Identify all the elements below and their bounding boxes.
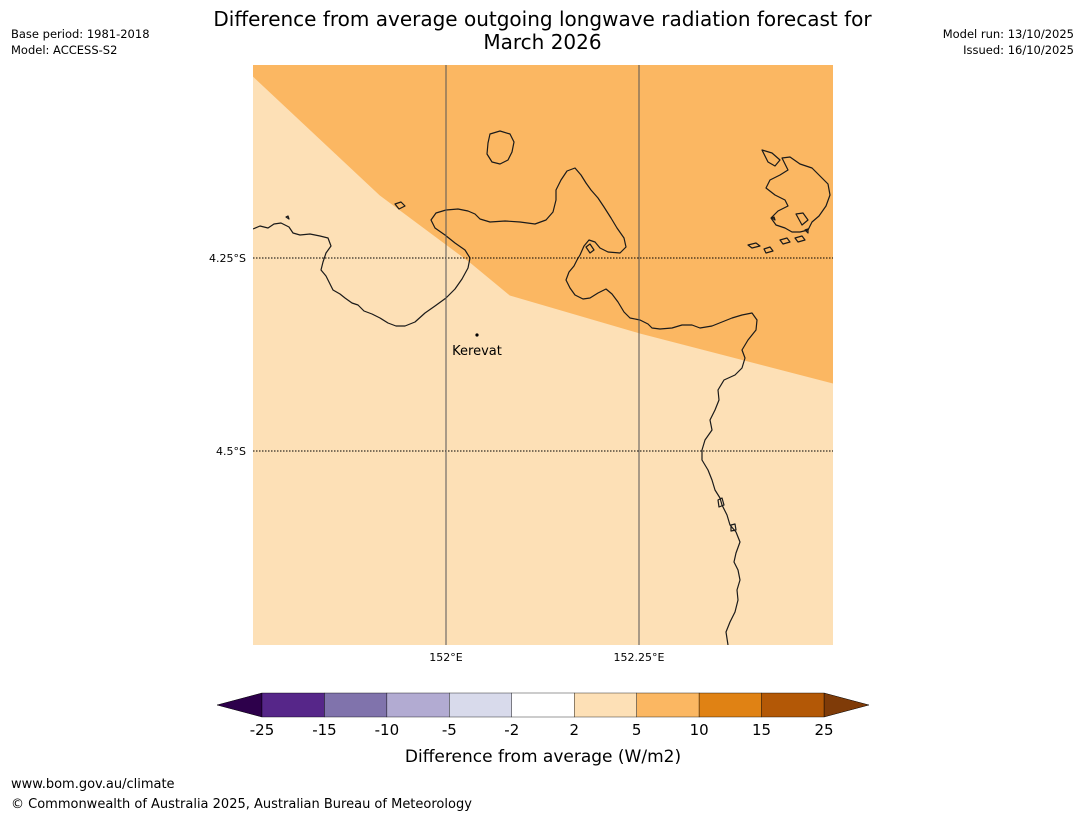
colorbar-swatch xyxy=(511,692,575,718)
colorbar-swatch xyxy=(261,692,325,718)
islet-east-shore-1 xyxy=(717,497,725,508)
colorbar-swatch xyxy=(698,692,762,718)
map-figure: Kerevat 4.25°S 4.5°S 152°E 152.25°E -25-… xyxy=(209,65,870,767)
model-text: Model: ACCESS-S2 xyxy=(11,43,118,57)
place-marker-kerevat xyxy=(475,333,479,337)
model-info: Base period: 1981-2018 Model: ACCESS-S2 xyxy=(11,26,150,58)
footer-url: www.bom.gov.au/climate xyxy=(11,777,175,792)
chart-title: Difference from average outgoing longwav… xyxy=(180,8,905,54)
lon-label-15225: 152.25°E xyxy=(614,651,665,664)
colorbar-tick-label: -10 xyxy=(375,721,400,739)
colorbar-label: Difference from average (W/m2) xyxy=(405,747,681,767)
colorbar-swatch xyxy=(386,692,450,718)
colorbar-swatch xyxy=(574,692,637,718)
colorbar: -25 -15 -10 -5 -2 2 5 10 15 25 xyxy=(216,692,870,739)
islet-west xyxy=(394,201,406,210)
colorbar-swatch xyxy=(636,692,700,718)
islet-east-shore-2 xyxy=(730,523,737,532)
lon-label-152: 152°E xyxy=(429,651,462,664)
colorbar-tick-label: 15 xyxy=(752,721,771,739)
map-area: Kerevat xyxy=(253,65,833,645)
islet-dot-2 xyxy=(771,216,776,221)
colorbar-extend-high xyxy=(823,692,870,718)
colorbar-swatch xyxy=(449,692,512,718)
title-line-2: March 2026 xyxy=(483,30,602,54)
islands-duke-of-york xyxy=(747,149,831,254)
colorbar-tick-label: 5 xyxy=(632,721,642,739)
coastline xyxy=(253,130,831,645)
place-label-kerevat: Kerevat xyxy=(452,344,502,359)
title-line-1: Difference from average outgoing longwav… xyxy=(213,7,872,31)
lat-label-450: 4.5°S xyxy=(216,445,246,458)
footer-copyright: © Commonwealth of Australia 2025, Austra… xyxy=(11,797,472,812)
colorbar-tick-label: 10 xyxy=(690,721,709,739)
islet-bay xyxy=(585,243,595,254)
colorbar-tick-label: 2 xyxy=(569,721,579,739)
colorbar-tick-label: -25 xyxy=(250,721,275,739)
coastline-gazelle xyxy=(253,167,758,645)
model-run-text: Model run: 13/10/2025 xyxy=(942,27,1074,41)
colorbar-tick-label: -15 xyxy=(312,721,337,739)
base-period-text: Base period: 1981-2018 xyxy=(11,27,150,41)
islet-dot-1 xyxy=(285,215,290,220)
colorbar-tick-label: 25 xyxy=(814,721,833,739)
run-info: Model run: 13/10/2025 Issued: 16/10/2025 xyxy=(943,26,1074,58)
lat-label-425: 4.25°S xyxy=(209,252,246,265)
zone-high-anomaly xyxy=(253,65,833,384)
islet-dot-3 xyxy=(804,228,809,234)
issued-text: Issued: 16/10/2025 xyxy=(963,43,1074,57)
colorbar-tick-label: -2 xyxy=(504,721,519,739)
colorbar-tick-label: -5 xyxy=(442,721,457,739)
colorbar-swatch xyxy=(761,692,825,718)
island-north xyxy=(486,130,515,165)
colorbar-swatch xyxy=(324,692,388,718)
colorbar-extend-low xyxy=(216,692,263,718)
footer: www.bom.gov.au/climate © Commonwealth of… xyxy=(11,775,472,815)
